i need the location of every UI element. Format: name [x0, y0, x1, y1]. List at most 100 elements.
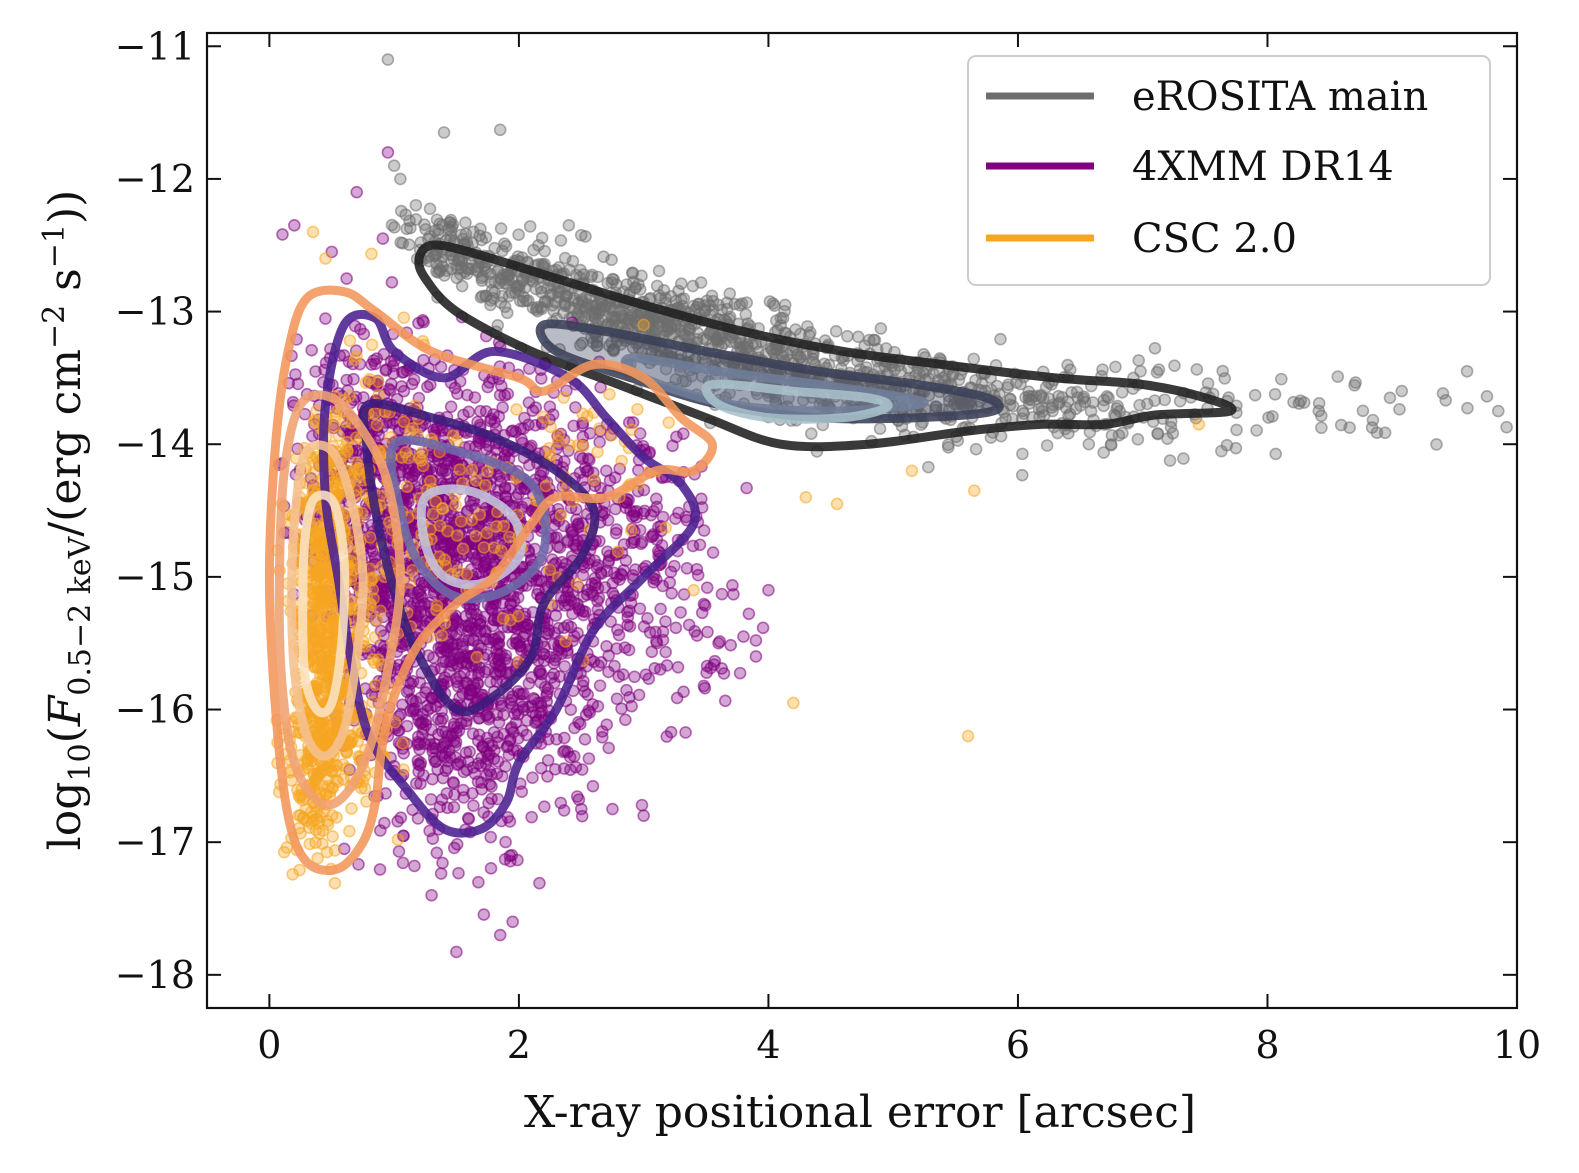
csc-point [328, 876, 342, 890]
erosita-point [493, 123, 507, 137]
csc-point [397, 311, 411, 324]
4xmm-point [538, 800, 551, 813]
4xmm-point [503, 815, 517, 828]
erosita-point [1229, 441, 1243, 455]
4xmm-point [450, 945, 463, 959]
csc-point [365, 247, 378, 261]
erosita-point [1356, 404, 1370, 418]
4xmm-point [602, 741, 615, 755]
erosita-point [1158, 393, 1171, 407]
erosita-point [1383, 391, 1397, 405]
4xmm-point [740, 481, 753, 495]
erosita-point [558, 251, 572, 265]
4xmm-point [606, 802, 619, 816]
4xmm-point [712, 636, 725, 650]
erosita-point [516, 295, 530, 308]
erosita-point [768, 299, 781, 312]
erosita-point [723, 287, 737, 300]
erosita-point [623, 313, 636, 327]
erosita-point [1395, 384, 1409, 398]
erosita-point [526, 275, 539, 288]
erosita-point [574, 263, 587, 277]
4xmm-point [541, 770, 554, 783]
erosita-point [1491, 404, 1505, 418]
4xmm-point [632, 688, 646, 702]
4xmm-point [682, 618, 696, 632]
4xmm-point [378, 816, 391, 830]
erosita-point [436, 250, 449, 264]
4xmm-point [493, 928, 507, 942]
4xmm-point [305, 343, 318, 357]
erosita-point [385, 218, 399, 232]
4xmm-point [350, 185, 364, 199]
4xmm-point [621, 618, 634, 632]
4xmm-point [408, 859, 421, 873]
4xmm-point [610, 692, 624, 706]
4xmm-point [659, 645, 672, 659]
erosita-point [552, 290, 565, 304]
erosita-point [1216, 364, 1230, 378]
erosita-point [802, 328, 816, 342]
erosita-point [1218, 372, 1232, 385]
4xmm-point [679, 726, 692, 739]
erosita-point [778, 304, 791, 318]
erosita-point [605, 253, 618, 267]
erosita-point [804, 427, 818, 440]
4xmm-point [602, 665, 615, 679]
erosita-point [475, 271, 489, 285]
4xmm-point [564, 703, 578, 717]
erosita-point [1334, 418, 1348, 432]
erosita-point [1378, 426, 1392, 440]
4xmm-point [619, 713, 632, 727]
erosita-point [1063, 363, 1077, 377]
4xmm-point [376, 232, 390, 245]
erosita-point [1460, 364, 1474, 378]
erosita-point [1268, 388, 1282, 401]
erosita-point [1177, 452, 1190, 465]
4xmm-point [660, 730, 674, 743]
erosita-point [1097, 446, 1110, 459]
4xmm-point [749, 650, 763, 663]
erosita-point [740, 296, 754, 309]
4xmm-point [612, 670, 626, 683]
4xmm-point [633, 602, 647, 615]
4xmm-point [309, 365, 322, 378]
erosita-point [1430, 438, 1443, 451]
erosita-point [403, 214, 416, 228]
erosita-point [496, 244, 509, 258]
erosita-point [781, 348, 794, 362]
erosita-point [1480, 390, 1494, 403]
erosita-point [419, 223, 432, 236]
erosita-point [1016, 404, 1029, 418]
4xmm-point [557, 762, 571, 775]
erosita-point [739, 308, 753, 321]
erosita-point [455, 279, 469, 293]
erosita-point [494, 222, 508, 235]
erosita-point [1151, 427, 1164, 440]
4xmm-point [526, 771, 539, 785]
erosita-point [445, 220, 459, 234]
4xmm-point [693, 538, 707, 552]
erosita-point [1110, 402, 1124, 415]
4xmm-point [373, 863, 387, 876]
4xmm-point [591, 699, 605, 713]
4xmm-point [452, 866, 465, 880]
erosita-point [1248, 388, 1262, 402]
erosita-point [1331, 370, 1345, 383]
erosita-point [724, 335, 737, 349]
4xmm-point [434, 867, 448, 880]
erosita-point [741, 340, 754, 353]
erosita-point [459, 227, 473, 241]
erosita-point [941, 438, 955, 452]
4xmm-point [525, 810, 538, 824]
erosita-point [664, 289, 678, 303]
erosita-point [1297, 396, 1311, 409]
erosita-point [829, 325, 843, 338]
erosita-point [967, 352, 981, 366]
erosita-point [774, 311, 788, 325]
erosita-point [591, 270, 605, 284]
4xmm-point [697, 524, 711, 537]
4xmm-point [600, 640, 613, 653]
4xmm-point [756, 621, 770, 635]
erosita-point [538, 244, 552, 258]
